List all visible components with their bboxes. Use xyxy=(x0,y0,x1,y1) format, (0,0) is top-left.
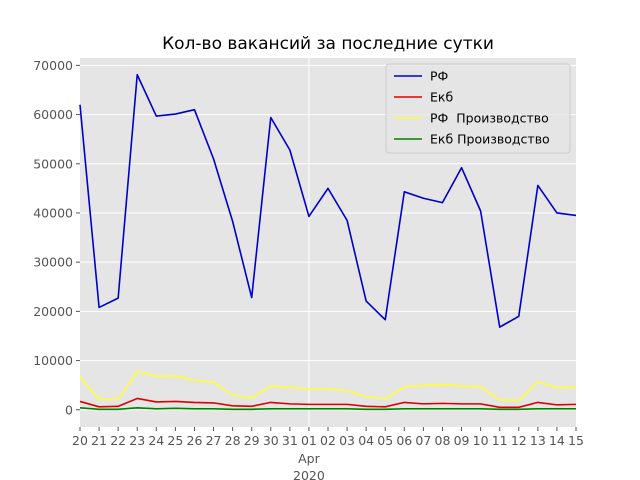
x-tick-label: 04 xyxy=(358,433,374,448)
x-tick-label: 13 xyxy=(530,433,546,448)
y-tick-label: 10000 xyxy=(33,353,73,368)
x-tick-label: 09 xyxy=(454,433,470,448)
x-tick-label: 31 xyxy=(282,433,298,448)
x-tick-label: 11 xyxy=(492,433,508,448)
y-tick-label: 20000 xyxy=(33,304,73,319)
x-tick-label: 02 xyxy=(320,433,336,448)
legend: РФ Екб РФ Производство Екб Производство xyxy=(385,63,571,154)
legend-label: РФ xyxy=(430,69,449,84)
x-tick-label: 15 xyxy=(568,433,584,448)
x-month-label: Apr xyxy=(298,451,320,466)
legend-label: Екб xyxy=(430,90,453,105)
x-tick-label: 28 xyxy=(225,433,241,448)
x-tick-label: 03 xyxy=(339,433,355,448)
series-line-1 xyxy=(79,397,577,409)
x-tick-label: 20 xyxy=(72,433,88,448)
x-tick-label: 10 xyxy=(473,433,489,448)
series-line-2 xyxy=(79,370,577,402)
x-year-label: 2020 xyxy=(293,468,325,480)
x-tick-label: 27 xyxy=(206,433,222,448)
y-tick-label: 0 xyxy=(65,402,73,417)
series-line-3 xyxy=(79,407,576,411)
y-tick-label: 70000 xyxy=(33,58,73,73)
x-tick-label: 07 xyxy=(415,433,431,448)
x-tick-label: 22 xyxy=(110,433,126,448)
y-tick-label: 40000 xyxy=(33,205,73,220)
x-tick-label: 12 xyxy=(511,433,527,448)
legend-box xyxy=(385,63,571,154)
y-tick-label: 50000 xyxy=(33,156,73,171)
x-tick-label: 08 xyxy=(435,433,451,448)
x-tick-label: 14 xyxy=(549,433,565,448)
x-tick-label: 05 xyxy=(377,433,393,448)
x-tick-label: 30 xyxy=(263,433,279,448)
x-tick-label: 01 xyxy=(301,433,317,448)
x-tick-label: 23 xyxy=(129,433,145,448)
x-tick-label: 25 xyxy=(167,433,183,448)
legend-label: Екб Производство xyxy=(430,132,550,147)
x-axis: 20 21 22 23 24 25 26 27 28 29 30 31 01 02 03 04 05 06 07 08… xyxy=(72,427,584,480)
series-line-0 xyxy=(79,73,577,328)
x-tick-label: 06 xyxy=(396,433,412,448)
x-tick-label: 24 xyxy=(148,433,164,448)
y-axis: 0 10000 20000 30000 40000 50000 60000 70000 xyxy=(33,58,80,417)
y-tick-label: 30000 xyxy=(33,255,73,270)
y-tick-label: 60000 xyxy=(33,107,73,122)
x-tick-label: 21 xyxy=(91,433,107,448)
x-tick-label: 26 xyxy=(187,433,203,448)
legend-label: РФ Производство xyxy=(430,111,549,126)
series-layer xyxy=(79,73,577,411)
x-tick-label: 29 xyxy=(244,433,260,448)
chart-title: Кол-во вакансий за последние сутки xyxy=(162,34,494,54)
